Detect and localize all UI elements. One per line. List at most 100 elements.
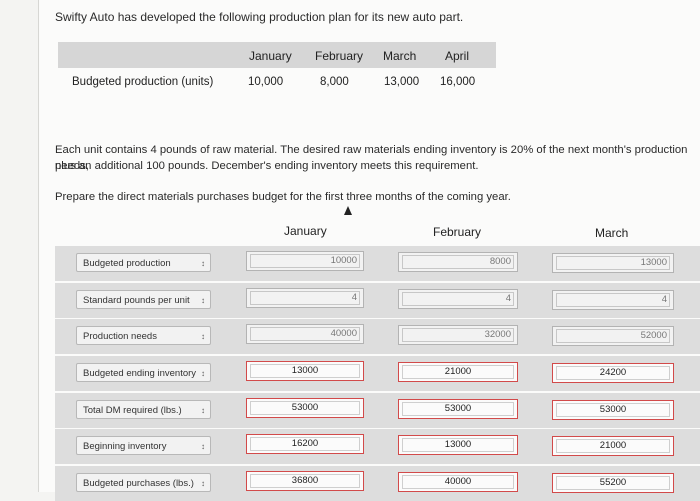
input-inner-border xyxy=(402,402,514,416)
input-inner-border xyxy=(402,292,514,306)
plan-row-label: Budgeted production (units) xyxy=(72,76,214,88)
value-text: 36800 xyxy=(291,475,319,486)
row-label-text: Standard pounds per unit xyxy=(83,295,190,306)
mouse-cursor-icon xyxy=(344,206,352,215)
select-arrows-icon: ↕ xyxy=(201,479,205,488)
value-text: 13000 xyxy=(291,365,319,376)
value-input[interactable]: 21000 xyxy=(552,436,674,456)
value-input[interactable]: 40000 xyxy=(246,324,364,344)
input-inner-border xyxy=(250,401,360,415)
value-input[interactable]: 21000 xyxy=(398,362,518,382)
row-label-text: Budgeted production xyxy=(83,258,171,269)
row-label-select[interactable]: Beginning inventory ↕ xyxy=(76,436,211,455)
row-label-select[interactable]: Budgeted ending inventory ↕ xyxy=(76,363,211,382)
value-text: 21000 xyxy=(444,366,472,377)
row-label-text: Production needs xyxy=(83,331,157,342)
row-label-select[interactable]: Production needs ↕ xyxy=(76,326,211,345)
intro-text: Swifty Auto has developed the following … xyxy=(55,10,464,24)
value-text: 53000 xyxy=(291,402,319,413)
value-input[interactable]: 53000 xyxy=(246,398,364,418)
value-text: 55200 xyxy=(599,477,627,488)
input-inner-border xyxy=(250,327,360,341)
value-text: 24200 xyxy=(599,367,627,378)
budget-month-january: January xyxy=(284,224,327,238)
value-input[interactable]: 8000 xyxy=(398,252,518,272)
value-input[interactable]: 52000 xyxy=(552,326,674,346)
value-input[interactable]: 13000 xyxy=(398,435,518,455)
value-input[interactable]: 4 xyxy=(398,289,518,309)
value-input[interactable]: 13000 xyxy=(552,253,674,273)
value-input[interactable]: 4 xyxy=(246,288,364,308)
value-text: 4 xyxy=(661,294,667,305)
select-arrows-icon: ↕ xyxy=(201,332,205,341)
input-inner-border xyxy=(250,474,360,488)
value-input[interactable]: 32000 xyxy=(398,325,518,345)
budget-month-february: February xyxy=(433,225,482,239)
input-inner-border xyxy=(250,254,360,268)
input-inner-border xyxy=(402,328,514,342)
value-input[interactable]: 10000 xyxy=(246,251,364,271)
input-inner-border xyxy=(250,364,360,378)
row-label-select[interactable]: Standard pounds per unit ↕ xyxy=(76,290,211,309)
input-inner-border xyxy=(556,366,670,380)
row-label-text: Total DM required (lbs.) xyxy=(83,405,182,416)
value-text: 4 xyxy=(505,293,511,304)
row-label-select[interactable]: Total DM required (lbs.) ↕ xyxy=(76,400,211,419)
value-text: 40000 xyxy=(330,328,357,339)
value-input[interactable]: 4 xyxy=(552,290,674,310)
input-inner-border xyxy=(556,439,670,453)
row-label-text: Budgeted ending inventory xyxy=(83,368,197,379)
value-input[interactable]: 53000 xyxy=(398,399,518,419)
value-text: 10000 xyxy=(330,255,357,266)
value-text: 13000 xyxy=(444,439,472,450)
plan-month-march: March xyxy=(383,49,417,63)
plan-month-january: January xyxy=(249,49,292,63)
value-input[interactable]: 13000 xyxy=(246,361,364,381)
input-inner-border xyxy=(556,476,670,490)
budget-month-march: March xyxy=(595,226,629,240)
value-input[interactable]: 16200 xyxy=(246,434,364,454)
input-inner-border xyxy=(402,438,514,452)
value-text: 8000 xyxy=(489,256,511,267)
select-arrows-icon: ↕ xyxy=(201,442,205,451)
value-text: 52000 xyxy=(640,330,667,341)
plan-header xyxy=(58,42,496,68)
value-input[interactable]: 24200 xyxy=(552,363,674,383)
value-text: 53000 xyxy=(599,404,627,415)
value-text: 32000 xyxy=(484,329,511,340)
plan-month-february: February xyxy=(315,49,364,63)
plan-value-february: 8,000 xyxy=(320,76,349,88)
input-inner-border xyxy=(402,365,514,379)
plan-value-january: 10,000 xyxy=(248,76,284,88)
value-text: 53000 xyxy=(444,403,472,414)
row-label-text: Budgeted purchases (lbs.) xyxy=(83,478,194,489)
paragraph-line-1: Each unit contains 4 pounds of raw mater… xyxy=(55,144,688,172)
value-text: 13000 xyxy=(640,257,667,268)
value-input[interactable]: 55200 xyxy=(552,473,674,493)
input-inner-border xyxy=(250,291,360,305)
select-arrows-icon: ↕ xyxy=(201,296,205,305)
input-inner-border xyxy=(556,329,670,343)
input-inner-border xyxy=(556,403,670,417)
select-arrows-icon: ↕ xyxy=(201,259,205,268)
select-arrows-icon: ↕ xyxy=(201,406,205,415)
row-label-text: Beginning inventory xyxy=(83,441,167,452)
value-text: 4 xyxy=(351,292,357,303)
input-inner-border xyxy=(556,256,670,270)
input-inner-border xyxy=(402,255,514,269)
row-label-select[interactable]: Budgeted production ↕ xyxy=(76,253,211,272)
instruction-text: Prepare the direct materials purchases b… xyxy=(55,191,511,203)
plan-value-march: 13,000 xyxy=(384,76,420,88)
value-input[interactable]: 40000 xyxy=(398,472,518,492)
value-text: 21000 xyxy=(599,440,627,451)
input-inner-border xyxy=(556,293,670,307)
select-arrows-icon: ↕ xyxy=(201,369,205,378)
input-inner-border xyxy=(250,437,360,451)
plan-month-april: April xyxy=(445,49,470,63)
value-input[interactable]: 53000 xyxy=(552,400,674,420)
value-input[interactable]: 36800 xyxy=(246,471,364,491)
value-text: 40000 xyxy=(444,476,472,487)
row-label-select[interactable]: Budgeted purchases (lbs.) ↕ xyxy=(76,473,211,492)
plan-value-april: 16,000 xyxy=(440,76,476,88)
value-text: 16200 xyxy=(291,438,319,449)
